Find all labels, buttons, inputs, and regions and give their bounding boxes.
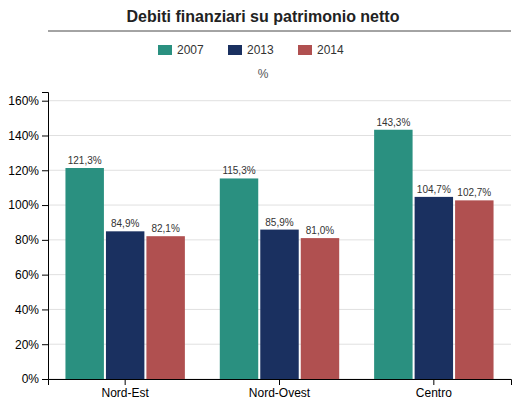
bar <box>220 178 258 379</box>
bar <box>65 168 103 379</box>
y-tick-label: 20% <box>15 338 39 352</box>
title: Debiti finanziari su patrimonio netto <box>127 8 400 25</box>
y-tick: 0% <box>22 372 48 386</box>
y-tick: 20% <box>15 338 48 352</box>
data-label: 81,0% <box>306 225 334 236</box>
y-tick-mark <box>42 240 48 241</box>
x-tick-label: Nord-Ovest <box>249 386 311 400</box>
y-tick-mark <box>42 170 48 171</box>
y-tick-label: 140% <box>8 129 39 143</box>
y-tick: 80% <box>15 233 48 247</box>
bar <box>374 130 412 379</box>
bar <box>146 236 184 379</box>
y-tick-label: 40% <box>15 303 39 317</box>
y-tick-mark <box>42 309 48 310</box>
subtitle: % <box>258 67 269 81</box>
x-tick-label: Nord-Est <box>101 386 149 400</box>
legend-item: 2014 <box>298 43 344 57</box>
bar <box>260 230 298 379</box>
grid-line <box>48 100 511 101</box>
bar <box>106 231 144 379</box>
x-axis-line <box>49 380 512 386</box>
legend-swatch <box>158 45 172 55</box>
y-tick: 120% <box>8 164 48 178</box>
title-underline <box>48 31 511 32</box>
y-tick: 140% <box>8 129 48 143</box>
legend-swatch <box>298 45 312 55</box>
data-label: 82,1% <box>151 223 179 234</box>
legend-swatch <box>228 45 242 55</box>
legend-label: 2013 <box>247 43 274 57</box>
grid-line <box>48 170 511 171</box>
data-label: 121,3% <box>68 155 102 166</box>
y-tick-mark <box>42 101 48 102</box>
y-tick-label: 80% <box>15 233 39 247</box>
chart: Debiti finanziari su patrimonio netto 200… <box>0 0 526 409</box>
legend: 2007 2013 2014 <box>158 43 344 57</box>
data-label: 104,7% <box>417 184 451 195</box>
grid-line <box>48 135 511 136</box>
x-tick: Nord-Est <box>101 379 149 400</box>
bars <box>65 130 493 379</box>
bar <box>301 238 339 379</box>
y-tick: 60% <box>15 268 48 282</box>
y-tick-mark <box>42 275 48 276</box>
y-tick-mark <box>42 205 48 206</box>
grid <box>48 101 511 379</box>
legend-label: 2007 <box>177 43 204 57</box>
legend-item: 2007 <box>158 43 204 57</box>
y-axis: 0% 20% 40% 60% 80% 100% 120% 140% 160% <box>8 93 48 387</box>
legend-item: 2013 <box>228 43 274 57</box>
y-axis-line <box>42 93 49 380</box>
data-label: 143,3% <box>376 117 410 128</box>
data-label: 85,9% <box>265 217 293 228</box>
y-tick: 40% <box>15 303 48 317</box>
data-label: 102,7% <box>457 187 491 198</box>
x-tick-mark <box>433 379 434 385</box>
x-axis: Nord-Est Nord-Ovest Centro <box>49 379 512 400</box>
y-tick-mark <box>42 135 48 136</box>
y-tick-label: 160% <box>8 94 39 108</box>
y-tick: 100% <box>8 198 48 212</box>
bar <box>455 200 493 379</box>
data-label: 84,9% <box>111 218 139 229</box>
x-tick: Nord-Ovest <box>249 379 311 400</box>
y-tick-label: 0% <box>22 372 40 386</box>
data-labels: 121,3% 115,3% 143,3% 84,9% 85,9% 104,7% 82,1% 8… <box>68 117 492 236</box>
x-tick-label: Centro <box>416 386 452 400</box>
x-tick: Centro <box>416 379 452 400</box>
plot: 121,3% 115,3% 143,3% 84,9% 85,9% 104,7% 82,1% 8… <box>8 93 511 400</box>
x-tick-mark <box>279 379 280 385</box>
x-tick-mark <box>125 379 126 385</box>
y-tick-label: 120% <box>8 164 39 178</box>
y-tick-mark <box>42 379 48 380</box>
y-tick-label: 60% <box>15 268 39 282</box>
legend-label: 2014 <box>317 43 344 57</box>
y-tick-mark <box>42 344 48 345</box>
y-tick: 160% <box>8 94 48 108</box>
y-tick-label: 100% <box>8 198 39 212</box>
bar <box>415 197 453 379</box>
data-label: 115,3% <box>222 165 255 176</box>
